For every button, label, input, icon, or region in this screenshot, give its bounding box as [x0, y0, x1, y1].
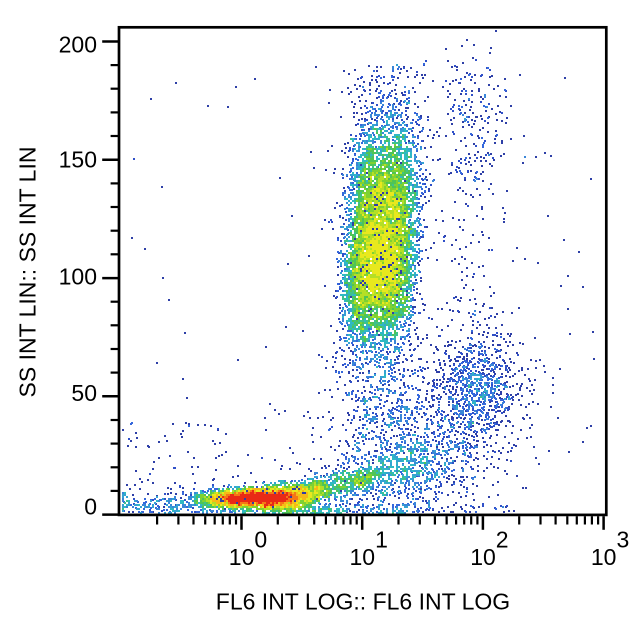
svg-text:200: 200: [59, 32, 97, 58]
svg-text:150: 150: [59, 147, 97, 173]
svg-text:50: 50: [71, 380, 97, 406]
svg-text:101: 101: [350, 526, 388, 570]
svg-text:0: 0: [84, 494, 97, 520]
svg-text:100: 100: [59, 263, 97, 289]
svg-text:102: 102: [470, 526, 508, 570]
svg-text:103: 103: [591, 526, 629, 570]
svg-text:FL6 INT LOG:: FL6 INT LOG: FL6 INT LOG:: FL6 INT LOG: [216, 588, 510, 614]
svg-text:100: 100: [229, 526, 267, 570]
svg-text:SS INT LIN:: SS INT LIN: SS INT LIN:: SS INT LIN: [15, 147, 41, 398]
